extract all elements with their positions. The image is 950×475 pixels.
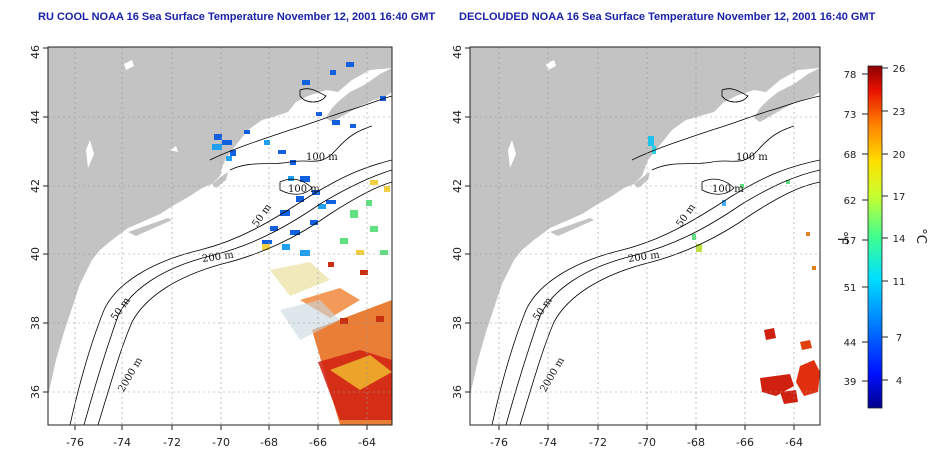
lon-tick-label: -74	[539, 436, 557, 449]
right-nova-scotia	[754, 68, 820, 122]
lon-tick-label: -76	[66, 436, 84, 449]
fahrenheit-tick-label: 57	[844, 236, 857, 247]
fahrenheit-tick-label: 51	[844, 283, 857, 294]
lat-tick-label: 40	[29, 247, 42, 261]
celsius-tick-label: 17	[893, 192, 906, 203]
lat-tick-label: 38	[29, 316, 42, 330]
fahrenheit-tick-label: 68	[844, 150, 857, 161]
right-sst-data	[648, 136, 820, 404]
lon-tick-label: -64	[358, 436, 376, 449]
contour-label-100m-a: 100 m	[736, 152, 768, 163]
lon-tick-label: -70	[212, 436, 230, 449]
left-lon-tick-labels: -76 -74 -72 -70 -68 -66 -64	[66, 436, 376, 449]
celsius-tick-label: 23	[893, 107, 906, 118]
lon-tick-label: -66	[736, 436, 754, 449]
lon-tick-label: -64	[785, 436, 803, 449]
celsius-tick-label: 11	[893, 277, 906, 288]
lat-tick-label: 42	[451, 179, 464, 193]
colorbar: 78 73 68 62 57 51 44 39 26 23 20 17 14 1…	[834, 64, 928, 409]
lat-tick-label: 46	[29, 45, 42, 59]
lon-tick-label: -76	[490, 436, 508, 449]
left-bathymetry-contours	[69, 88, 392, 425]
right-bathymetry-contours	[491, 88, 820, 425]
contour-label-100m-b: 100 m	[712, 184, 744, 195]
lat-tick-label: 38	[451, 316, 464, 330]
left-long-island	[128, 218, 172, 236]
fahrenheit-tick-label: 44	[844, 338, 857, 349]
fahrenheit-tick-label: 39	[844, 377, 857, 388]
right-lat-tick-labels: 36 38 40 42 44 46	[451, 45, 464, 399]
contour-label-200m: 200 m	[201, 250, 234, 265]
fahrenheit-tick-label: 78	[844, 70, 857, 81]
celsius-tick-label: 14	[893, 234, 906, 245]
left-land-mass	[48, 47, 392, 396]
fahrenheit-unit-label: °F	[834, 231, 849, 245]
right-land-mass	[470, 47, 820, 396]
celsius-tick-label: 4	[896, 376, 902, 387]
lat-tick-label: 46	[451, 45, 464, 59]
celsius-unit-label: °C	[913, 228, 928, 244]
celsius-tick-label: 20	[893, 150, 906, 161]
right-lon-tick-labels: -76 -74 -72 -70 -68 -66 -64	[490, 436, 803, 449]
right-map-panel: 100 m 100 m 50 m 200 m 50 m 2000 m	[451, 45, 821, 449]
colorbar-celsius-ticks: 26 23 20 17 14 11 7 4	[893, 64, 906, 387]
lon-tick-label: -66	[309, 436, 327, 449]
contour-label-100m-b: 100 m	[288, 184, 320, 195]
celsius-tick-label: 7	[896, 333, 902, 344]
lat-tick-label: 44	[451, 110, 464, 124]
lon-tick-label: -68	[260, 436, 278, 449]
lat-tick-label: 36	[29, 385, 42, 399]
colorbar-gradient	[867, 65, 883, 409]
left-graticule	[48, 47, 392, 425]
lon-tick-label: -72	[589, 436, 607, 449]
lat-tick-label: 42	[29, 179, 42, 193]
left-panel-title: RU COOL NOAA 16 Sea Surface Temperature …	[38, 11, 436, 23]
left-nova-scotia	[326, 68, 392, 122]
fahrenheit-tick-label: 73	[844, 110, 857, 121]
lon-tick-label: -74	[113, 436, 131, 449]
lat-tick-label: 36	[451, 385, 464, 399]
celsius-tick-label: 26	[893, 64, 906, 75]
left-lat-tick-labels: 36 38 40 42 44 46	[29, 45, 42, 399]
left-map-panel: 100 m 100 m 50 m 200 m 50 m 2000 m	[29, 45, 393, 449]
lat-tick-label: 40	[451, 247, 464, 261]
lon-tick-label: -68	[687, 436, 705, 449]
lat-tick-label: 44	[29, 110, 42, 124]
right-graticule	[470, 47, 820, 425]
fahrenheit-tick-label: 62	[844, 196, 857, 207]
right-panel-title: DECLOUDED NOAA 16 Sea Surface Temperatur…	[459, 11, 876, 23]
contour-label-100m-a: 100 m	[306, 152, 338, 163]
colorbar-fahrenheit-ticks: 78 73 68 62 57 51 44 39	[844, 70, 857, 388]
contour-label-200m: 200 m	[627, 250, 660, 265]
lon-tick-label: -72	[163, 436, 181, 449]
lon-tick-label: -70	[638, 436, 656, 449]
